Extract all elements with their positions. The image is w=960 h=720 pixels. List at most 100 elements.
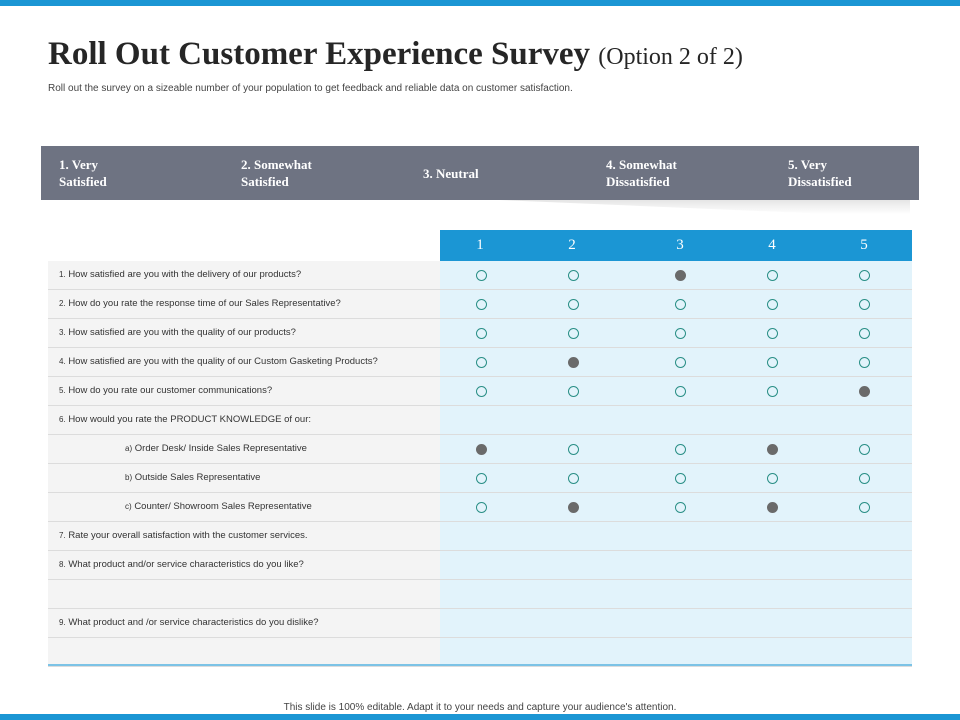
top-accent-bar [0, 0, 960, 6]
rating-radio-5[interactable] [859, 502, 870, 513]
rating-radio-4-selected[interactable] [767, 502, 778, 513]
question-label: How satisfied are you with the delivery … [68, 269, 302, 280]
rating-radio-3[interactable] [675, 444, 686, 455]
scale-very-dissatisfied: 5. Very Dissatisfied [788, 157, 852, 189]
slide-title-main: Roll Out Customer Experience Survey [48, 36, 591, 72]
rating-header-3: 3 [676, 237, 684, 253]
question-text: 5. How do you rate our customer communic… [59, 385, 272, 396]
question-number: 4. [59, 357, 66, 366]
question-cell [48, 638, 440, 666]
question-label: How do you rate our customer communicati… [68, 385, 273, 396]
rating-number-header: 1 2 3 4 5 [440, 230, 912, 261]
rating-radio-1-selected[interactable] [476, 444, 487, 455]
question-text: 7. Rate your overall satisfaction with t… [59, 530, 308, 541]
table-row: 8. What product and/or service character… [48, 551, 912, 580]
question-cell [48, 580, 440, 608]
rating-radio-2[interactable] [568, 444, 579, 455]
rating-radio-1[interactable] [476, 270, 487, 281]
table-row: 3. How satisfied are you with the qualit… [48, 319, 912, 348]
rating-radio-4[interactable] [767, 270, 778, 281]
question-number: 2. [59, 299, 66, 308]
rating-radio-1[interactable] [476, 502, 487, 513]
rating-radio-3[interactable] [675, 357, 686, 368]
table-row: a) Order Desk/ Inside Sales Representati… [48, 435, 912, 464]
rating-radio-5[interactable] [859, 270, 870, 281]
question-cell [48, 435, 440, 463]
table-bottom-border [48, 664, 912, 666]
rating-radio-2[interactable] [568, 270, 579, 281]
question-number: 8. [59, 560, 66, 569]
table-row [48, 638, 912, 667]
question-text: c) Counter/ Showroom Sales Representativ… [125, 501, 312, 512]
rating-radio-5[interactable] [859, 357, 870, 368]
rating-radio-3[interactable] [675, 473, 686, 484]
table-row: 2. How do you rate the response time of … [48, 290, 912, 319]
question-text: 3. How satisfied are you with the qualit… [59, 327, 296, 338]
rating-radio-2-selected[interactable] [568, 502, 579, 513]
rating-radio-3[interactable] [675, 299, 686, 310]
rating-header-4: 4 [768, 237, 776, 253]
question-label: Outside Sales Representative [134, 472, 261, 483]
question-text: 2. How do you rate the response time of … [59, 298, 341, 309]
rating-radio-1[interactable] [476, 473, 487, 484]
question-cell [48, 319, 440, 347]
question-text: 1. How satisfied are you with the delive… [59, 269, 301, 280]
question-cell [48, 551, 440, 579]
question-label: How do you rate the response time of our… [68, 298, 341, 309]
question-number: 7. [59, 531, 66, 540]
table-row: 5. How do you rate our customer communic… [48, 377, 912, 406]
rating-radio-5[interactable] [859, 328, 870, 339]
rating-radio-3[interactable] [675, 502, 686, 513]
rating-header-2: 2 [568, 237, 576, 253]
question-text: 8. What product and/or service character… [59, 559, 304, 570]
rating-radio-4-selected[interactable] [767, 444, 778, 455]
table-row: 6. How would you rate the PRODUCT KNOWLE… [48, 406, 912, 435]
rating-radio-2-selected[interactable] [568, 357, 579, 368]
question-cell [48, 609, 440, 637]
rating-radio-4[interactable] [767, 357, 778, 368]
rating-radio-4[interactable] [767, 299, 778, 310]
rating-radio-3[interactable] [675, 386, 686, 397]
question-label: What product and/or service characterist… [68, 559, 304, 570]
question-label: What product and /or service characteris… [68, 617, 319, 628]
rating-radio-2[interactable] [568, 299, 579, 310]
rating-radio-4[interactable] [767, 473, 778, 484]
rating-radio-2[interactable] [568, 328, 579, 339]
rating-radio-5[interactable] [859, 299, 870, 310]
question-label: Counter/ Showroom Sales Representative [134, 501, 312, 512]
rating-radio-5[interactable] [859, 444, 870, 455]
rating-radio-1[interactable] [476, 299, 487, 310]
question-text: 4. How satisfied are you with the qualit… [59, 356, 378, 367]
rating-radio-2[interactable] [568, 473, 579, 484]
slide-subtitle: Roll out the survey on a sizeable number… [48, 83, 573, 94]
table-row: b) Outside Sales Representative [48, 464, 912, 493]
rating-radio-1[interactable] [476, 386, 487, 397]
rating-radio-5[interactable] [859, 473, 870, 484]
question-text: b) Outside Sales Representative [125, 472, 260, 483]
rating-radio-1[interactable] [476, 328, 487, 339]
rating-scale-band: 1. Very Satisfied 2. Somewhat Satisfied 3.… [41, 146, 919, 200]
rating-radio-1[interactable] [476, 357, 487, 368]
rating-header-1: 1 [476, 237, 484, 253]
footer-note: This slide is 100% editable. Adapt it to… [283, 702, 677, 713]
question-cell [48, 261, 440, 289]
rating-radio-4[interactable] [767, 328, 778, 339]
scale-neutral: 3. Neutral [423, 165, 479, 181]
rating-radio-2[interactable] [568, 386, 579, 397]
band-shadow [500, 200, 910, 214]
question-number: 3. [59, 328, 66, 337]
question-label: Order Desk/ Inside Sales Representative [134, 443, 307, 454]
rating-radio-3[interactable] [675, 328, 686, 339]
table-row: c) Counter/ Showroom Sales Representativ… [48, 493, 912, 522]
question-number: 9. [59, 618, 66, 627]
table-row [48, 580, 912, 609]
question-label: How satisfied are you with the quality o… [68, 356, 378, 367]
rating-radio-4[interactable] [767, 386, 778, 397]
table-row: 9. What product and /or service characte… [48, 609, 912, 638]
question-label: How satisfied are you with the quality o… [68, 327, 296, 338]
rating-radio-3-selected[interactable] [675, 270, 686, 281]
question-cell [48, 290, 440, 318]
question-number: b) [125, 473, 133, 482]
scale-somewhat-dissatisfied: 4. Somewhat Dissatisfied [606, 157, 677, 189]
rating-radio-5-selected[interactable] [859, 386, 870, 397]
